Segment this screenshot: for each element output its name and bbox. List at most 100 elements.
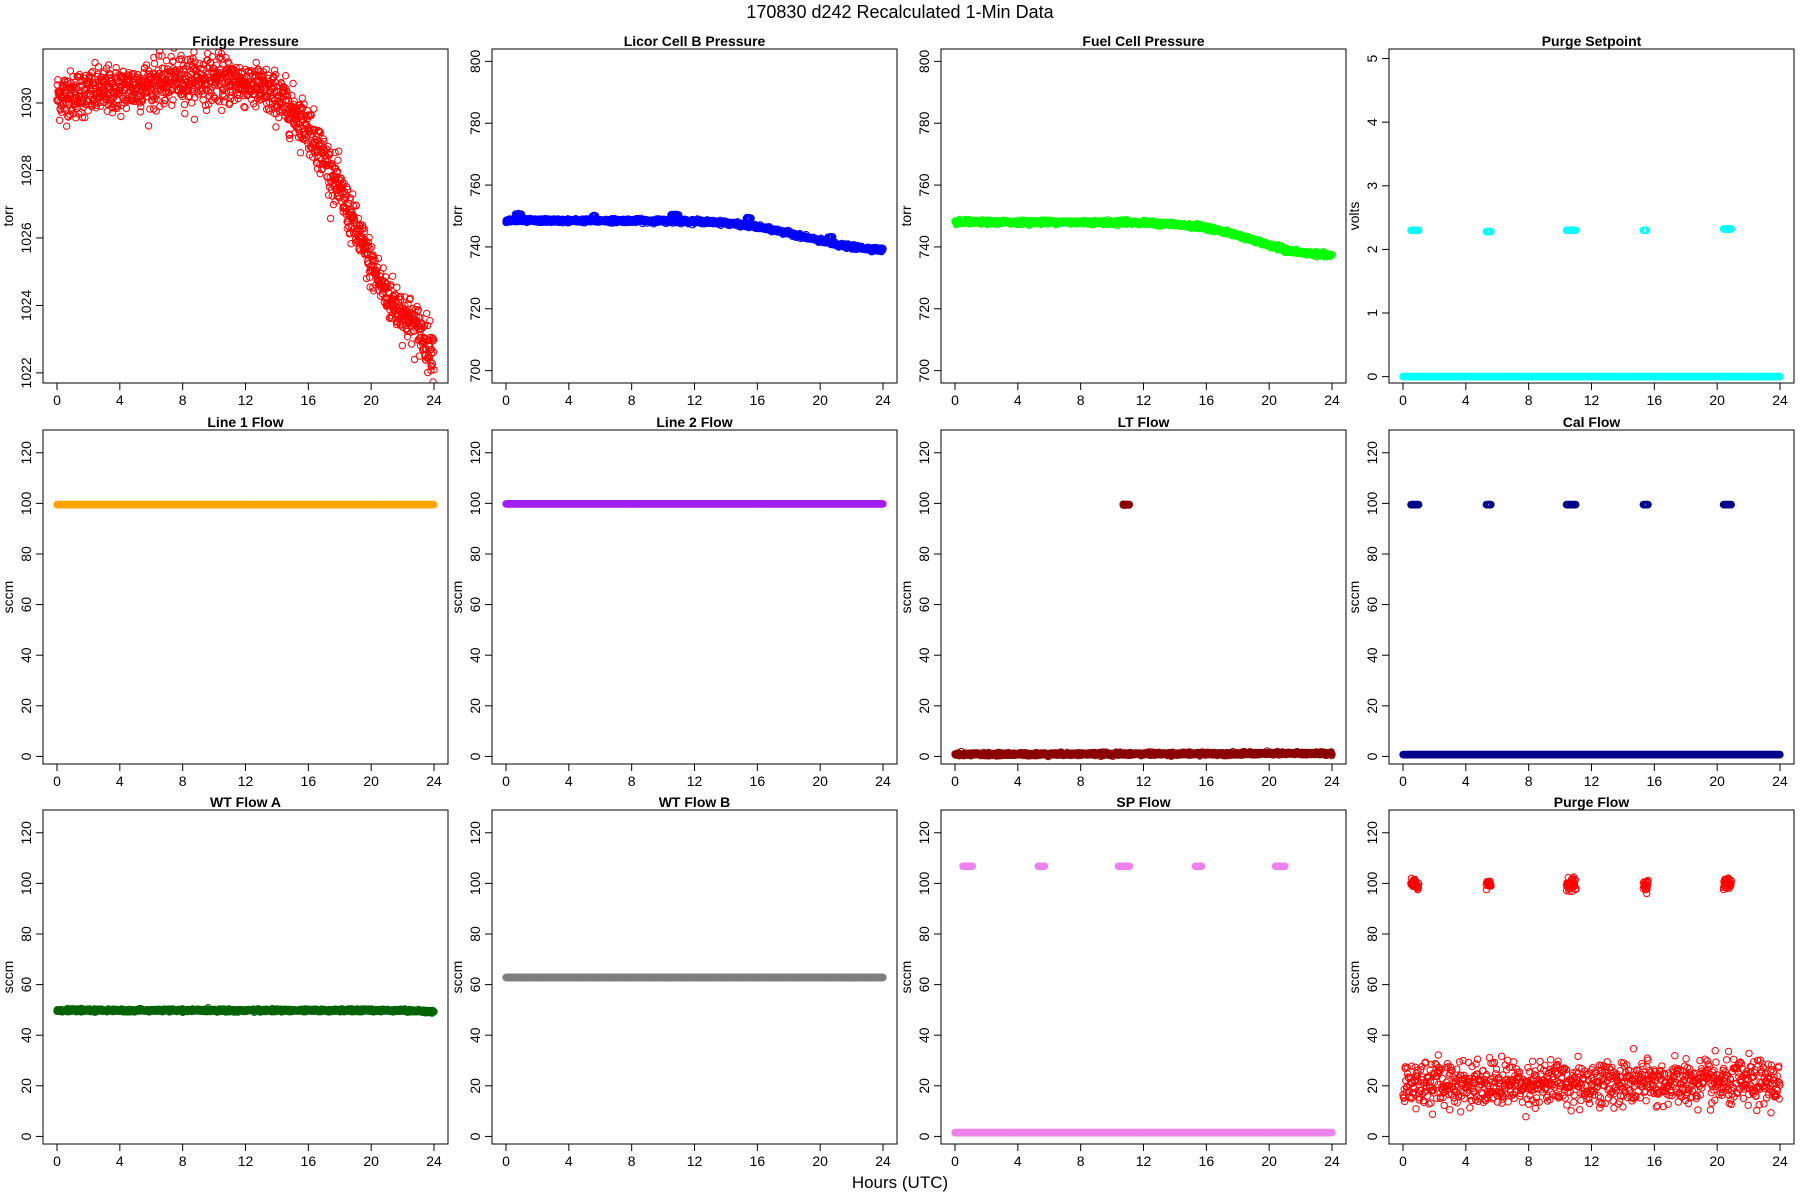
data-point <box>117 112 125 121</box>
data-point <box>269 83 277 91</box>
data-point <box>266 92 275 101</box>
data-point <box>271 70 280 79</box>
data-point <box>591 212 600 220</box>
data-point <box>1196 220 1204 229</box>
data-point <box>307 126 315 134</box>
data-point <box>414 306 422 314</box>
data-point <box>142 61 151 69</box>
data-point <box>91 58 99 67</box>
data-points <box>951 215 1336 261</box>
data-point <box>142 89 150 97</box>
data-point <box>307 111 315 120</box>
data-point <box>324 161 332 169</box>
data-point <box>334 156 342 164</box>
data-point <box>283 91 292 100</box>
x-tick-label: 16 <box>1199 392 1215 408</box>
data-point <box>272 123 280 131</box>
y-tick-label: 1022 <box>18 357 34 388</box>
x-tick-label: 20 <box>1261 392 1277 408</box>
data-point <box>144 122 153 130</box>
data-point <box>316 169 324 178</box>
panel-title: Purge Setpoint <box>1542 33 1642 49</box>
data-point <box>167 52 175 61</box>
data-point <box>168 101 176 109</box>
data-point <box>66 95 74 103</box>
data-point <box>277 94 286 102</box>
x-tick-label: 0 <box>951 392 959 408</box>
data-point <box>379 264 387 272</box>
data-point <box>381 278 389 286</box>
y-tick-label: 740 <box>467 235 483 259</box>
data-point <box>200 65 208 74</box>
data-point <box>310 105 318 113</box>
data-point <box>398 341 406 350</box>
data-point <box>370 253 378 261</box>
data-point <box>218 106 226 115</box>
data-point <box>183 56 192 64</box>
data-point <box>387 281 395 289</box>
data-point <box>359 224 367 232</box>
data-point <box>104 61 113 69</box>
data-point <box>152 107 160 115</box>
y-tick-label: 1026 <box>18 222 34 253</box>
data-point <box>879 244 887 253</box>
data-point <box>187 99 196 107</box>
data-point <box>300 100 308 109</box>
data-point <box>180 100 189 109</box>
data-point <box>296 149 305 157</box>
data-point <box>281 96 289 105</box>
x-tick-label: 4 <box>1014 392 1022 408</box>
data-point <box>169 96 177 104</box>
data-point <box>251 72 260 80</box>
data-point <box>397 295 405 303</box>
data-point <box>295 112 303 120</box>
data-point <box>349 190 357 198</box>
x-tick-label: 20 <box>812 392 828 408</box>
data-point <box>91 81 100 90</box>
panel-title: Fridge Pressure <box>192 33 299 49</box>
data-point <box>201 101 210 110</box>
data-point <box>349 201 358 210</box>
x-tick-label: 24 <box>1324 392 1340 408</box>
data-point <box>314 126 322 135</box>
data-point <box>335 147 343 155</box>
data-point <box>281 72 290 80</box>
data-point <box>161 96 170 104</box>
data-point <box>347 240 355 248</box>
x-tick-label: 4 <box>565 392 573 408</box>
data-point <box>374 254 383 263</box>
data-point <box>152 92 160 100</box>
data-point <box>343 185 352 194</box>
figure-title: 170830 d242 Recalculated 1-Min Data <box>746 2 1054 22</box>
panel-ylabel: torr <box>898 205 914 226</box>
data-point <box>122 104 131 113</box>
data-point <box>427 349 436 358</box>
x-tick-label: 8 <box>1077 392 1085 408</box>
data-point <box>208 52 217 61</box>
data-point <box>234 68 243 76</box>
data-point <box>374 263 382 271</box>
data-point <box>675 211 683 219</box>
panel-title: Fuel Cell Pressure <box>1082 33 1204 49</box>
data-point <box>326 214 335 223</box>
y-tick-label: 720 <box>467 297 483 321</box>
data-point <box>150 59 159 68</box>
data-point <box>413 302 421 311</box>
x-tick-label: 12 <box>687 392 703 408</box>
x-tick-label: 16 <box>750 392 766 408</box>
data-point <box>388 314 396 322</box>
data-point <box>388 272 397 280</box>
data-point <box>172 66 180 74</box>
data-point <box>230 96 239 105</box>
data-point <box>241 103 249 112</box>
panel-ylabel: torr <box>0 205 16 226</box>
x-tick-label: 24 <box>875 392 891 408</box>
x-tick-label: 8 <box>628 392 636 408</box>
data-point <box>368 243 376 251</box>
data-point <box>160 100 168 108</box>
figure-xlabel: Hours (UTC) <box>852 1173 948 1192</box>
data-points <box>502 209 887 256</box>
x-tick-label: 12 <box>1136 392 1152 408</box>
